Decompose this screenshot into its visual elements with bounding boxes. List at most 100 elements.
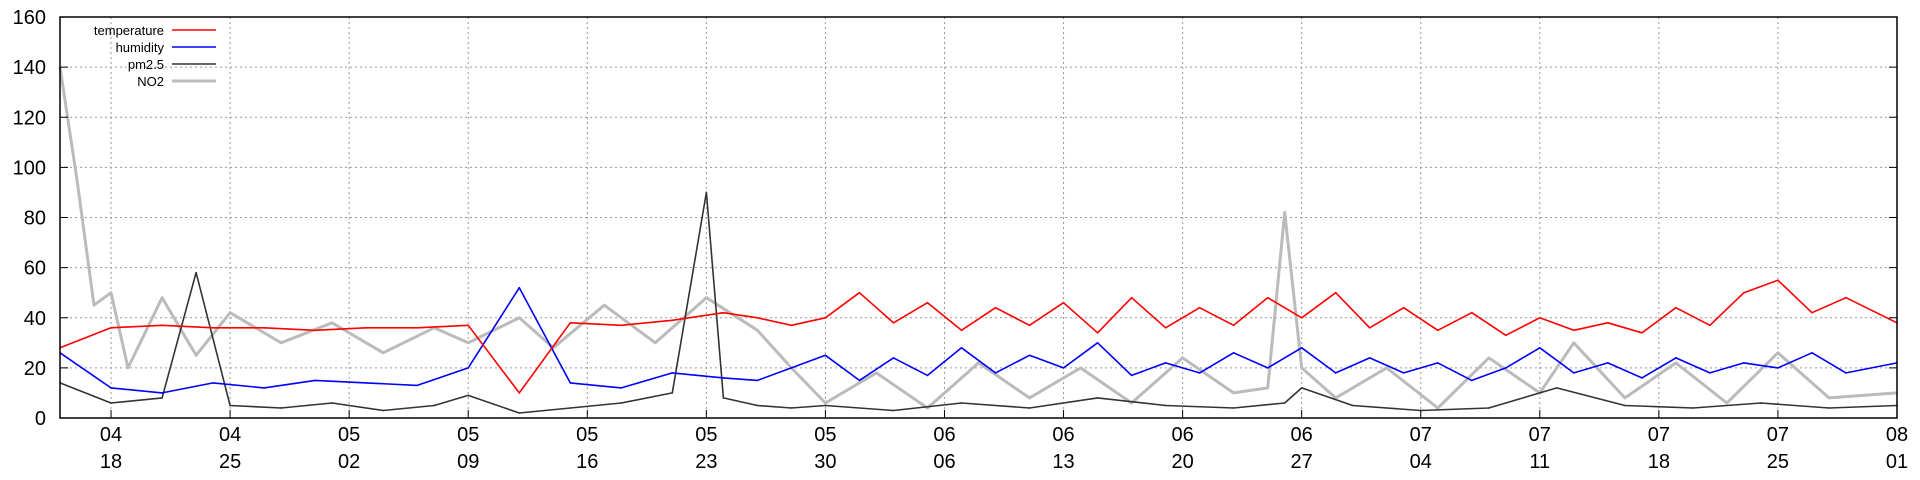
data-point [161, 296, 163, 299]
x-tick-label-day: 23 [695, 451, 717, 473]
grid-lines [60, 16, 1898, 419]
y-tick-label: 80 [24, 208, 46, 230]
data-point [671, 319, 674, 322]
data-point [1334, 372, 1337, 374]
data-point [1828, 407, 1830, 409]
data-point [671, 372, 674, 374]
data-point [1130, 296, 1133, 299]
data-point [1777, 352, 1779, 354]
series-line-temperature [59, 279, 1898, 394]
x-tick-label-day: 30 [814, 451, 836, 473]
x-tick-label-month: 07 [1410, 424, 1432, 446]
x-tick-label-day: 01 [1886, 451, 1908, 473]
data-point [280, 407, 282, 409]
x-tick-label-month: 05 [457, 424, 479, 446]
data-point [1743, 362, 1745, 364]
data-point [1811, 352, 1813, 354]
data-point [756, 404, 759, 407]
data-point [110, 402, 112, 404]
data-point [1402, 372, 1405, 374]
data-point [1283, 211, 1286, 214]
data-point [331, 402, 333, 404]
data-point [1402, 306, 1405, 309]
x-tick-label-day: 18 [1648, 451, 1670, 473]
data-point [382, 409, 384, 412]
data-point [1607, 362, 1609, 364]
data-point [365, 382, 367, 384]
data-point [314, 329, 316, 332]
data-point [467, 394, 470, 397]
data-point [977, 362, 980, 364]
data-point [1504, 334, 1507, 337]
legend-label: NO2 [137, 74, 164, 89]
data-point [722, 311, 725, 314]
data-point [195, 354, 197, 357]
data-point [1726, 402, 1728, 404]
data-point [161, 397, 163, 399]
data-point [518, 286, 521, 289]
data-point [875, 372, 878, 374]
x-tick-label-day: 13 [1052, 451, 1074, 473]
legend-label: pm2.5 [128, 57, 164, 72]
data-point [790, 324, 793, 327]
data-point [824, 316, 827, 319]
x-tick-label-day: 20 [1171, 451, 1193, 473]
x-tick-label-day: 16 [576, 451, 598, 473]
data-point [212, 382, 214, 384]
data-point [1266, 387, 1269, 389]
x-axis: 04 18 04 25 05 02 05 09 05 16 05 23 05 30 06 06 06 13 06 20… [100, 410, 1908, 473]
data-point [705, 191, 708, 194]
data-point [994, 372, 997, 374]
data-point [790, 367, 793, 369]
x-tick-label-month: 05 [576, 424, 598, 446]
y-tick-label: 120 [13, 107, 46, 129]
series-line-no2 [58, 66, 1898, 410]
data-point [195, 271, 197, 274]
data-point [1164, 404, 1167, 407]
data-point [1709, 324, 1711, 327]
data-point [1334, 397, 1337, 399]
x-tick-label-month: 04 [100, 424, 122, 446]
data-point [1368, 326, 1371, 329]
x-tick-label-day: 02 [338, 451, 360, 473]
y-tick-label: 20 [24, 358, 46, 380]
data-point [1300, 367, 1303, 369]
data-point [1573, 372, 1575, 374]
x-tick-label-month: 07 [1529, 424, 1551, 446]
x-tick-label-day: 04 [1410, 451, 1432, 473]
data-point [1624, 404, 1626, 407]
data-point [518, 392, 521, 394]
data-point [1811, 311, 1813, 314]
x-tick-label-month: 08 [1886, 424, 1908, 446]
data-point [603, 304, 606, 307]
data-point [1777, 367, 1779, 369]
data-point [1164, 326, 1167, 329]
data-point [926, 301, 929, 304]
data-point [1539, 316, 1541, 319]
data-point [824, 402, 827, 404]
data-point [263, 326, 265, 329]
data-point [1334, 291, 1337, 294]
data-point [1028, 354, 1031, 357]
data-point [1436, 362, 1439, 364]
y-tick-label: 40 [24, 308, 46, 330]
x-tick-label-month: 07 [1767, 424, 1789, 446]
data-point [1675, 357, 1677, 359]
legend: temperature humidity pm2.5 NO2 [94, 23, 216, 89]
data-point [1062, 301, 1065, 304]
data-point [756, 379, 759, 382]
data-point [1300, 316, 1303, 319]
data-point [280, 342, 282, 344]
data-point [416, 384, 418, 387]
data-point [433, 404, 436, 407]
data-point [569, 382, 572, 384]
data-point [620, 324, 623, 327]
data-point [1692, 407, 1694, 409]
data-point [1028, 397, 1031, 399]
data-point [467, 342, 470, 344]
data-point [654, 342, 657, 344]
data-point [331, 321, 333, 324]
data-point [467, 367, 470, 369]
data-point [756, 329, 759, 332]
